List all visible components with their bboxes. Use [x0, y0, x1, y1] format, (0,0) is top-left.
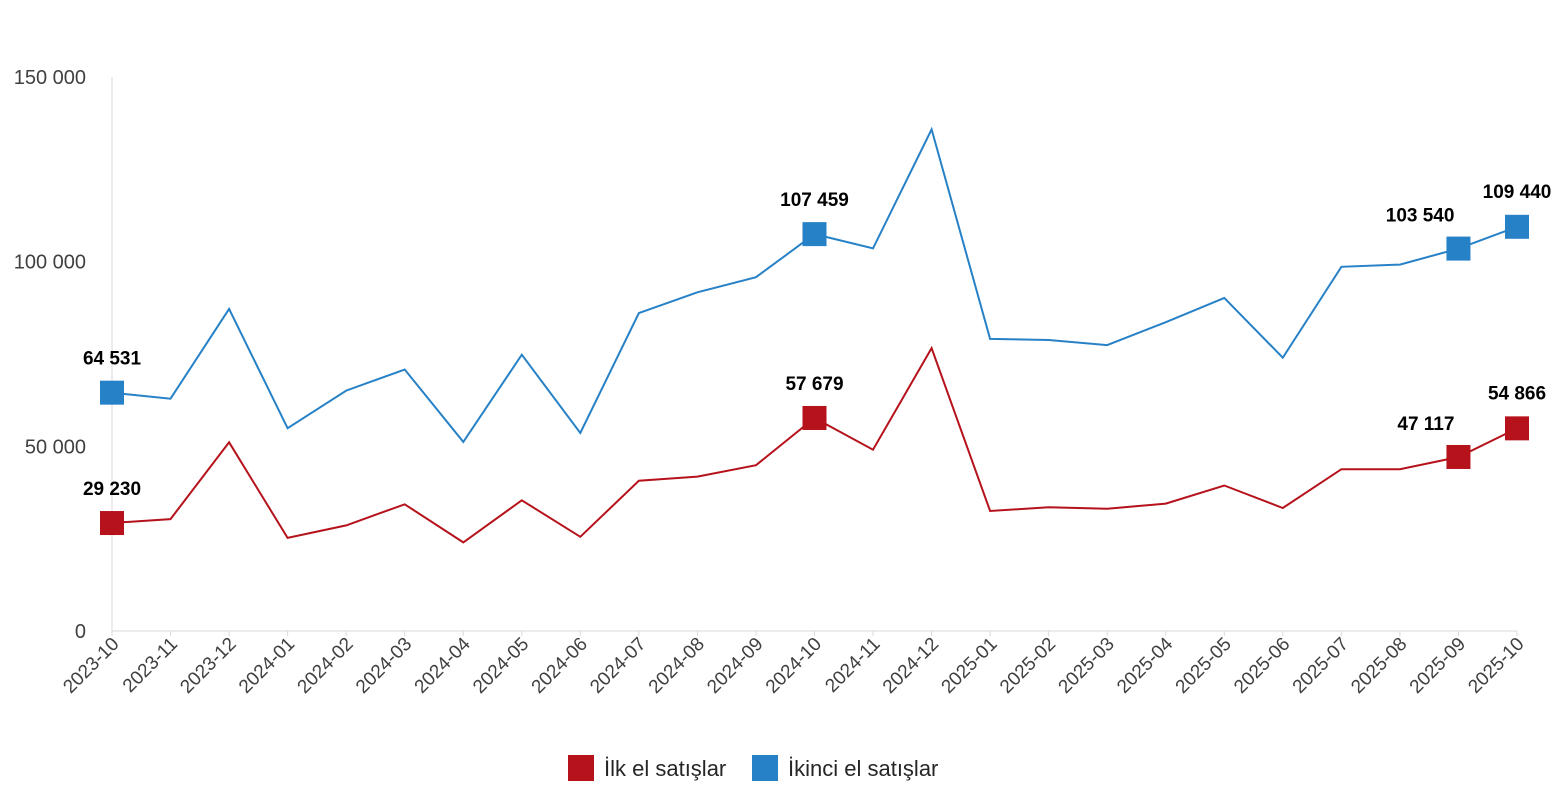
axes: 0 50 000 100 000 150 000 2023-102023-112023-…	[14, 67, 1529, 698]
data-label: 54 866	[1488, 383, 1546, 404]
data-label: 109 440	[1483, 182, 1552, 203]
legend-swatch	[752, 755, 778, 781]
data-label: 47 117	[1397, 414, 1454, 435]
x-tick-label: 2024-11	[821, 634, 884, 697]
x-tick-label: 2025-06	[1230, 634, 1294, 698]
x-tick-label: 2025-02	[996, 634, 1060, 698]
data-label: 107 459	[780, 190, 849, 211]
data-point-marker	[1505, 416, 1529, 441]
legend-label: İkinci el satışlar	[788, 756, 938, 781]
x-tick-label: 2025-05	[1172, 634, 1236, 698]
series-markers	[100, 214, 1529, 536]
data-label: 64 531	[83, 349, 142, 370]
y-tick-label: 50 000	[25, 436, 86, 458]
x-tick-label: 2024-03	[352, 634, 416, 698]
x-tick-label: 2025-08	[1347, 634, 1411, 698]
data-point-marker	[1446, 236, 1471, 261]
data-point-marker	[100, 380, 124, 405]
x-tick-label: 2023-11	[119, 634, 182, 697]
data-labels: 29 230 57 679 47 117 54 866 64 531 107 459 103…	[83, 182, 1551, 500]
x-tick-label: 2023-12	[176, 634, 240, 698]
x-tick-label: 2024-10	[762, 634, 826, 698]
series-line-1	[111, 126, 1518, 444]
data-point-marker	[802, 222, 827, 247]
data-label: 57 679	[785, 374, 843, 395]
x-tick-label: 2024-04	[411, 633, 475, 697]
y-tick-label: 150 000	[14, 67, 86, 89]
x-tick-label: 2025-01	[938, 634, 1002, 698]
legend-label: İlk el satışlar	[604, 756, 726, 781]
data-point-marker	[100, 511, 124, 536]
x-tick-label: 2024-08	[645, 634, 709, 698]
y-tick-label: 0	[75, 621, 86, 643]
x-tick-label: 2025-03	[1055, 634, 1119, 698]
x-tick-label: 2025-04	[1113, 633, 1177, 697]
x-tick-label: 2024-09	[703, 634, 767, 698]
x-tick-label: 2024-02	[294, 634, 358, 698]
x-tick-label: 2024-05	[469, 634, 533, 698]
x-tick-label: 2025-09	[1406, 634, 1470, 698]
x-tick-label: 2025-07	[1289, 634, 1353, 698]
data-point-marker	[1446, 444, 1471, 469]
x-tick-label: 2024-01	[235, 634, 299, 698]
x-tick-label: 2023-10	[59, 634, 123, 698]
legend: İlk el satışlar İkinci el satışlar	[568, 755, 938, 781]
x-tick-label: 2024-12	[879, 634, 943, 698]
data-point-marker	[1505, 214, 1529, 239]
y-tick-label: 100 000	[14, 252, 86, 274]
x-tick-label: 2024-06	[528, 634, 592, 698]
data-point-marker	[802, 405, 827, 430]
legend-swatch	[568, 755, 594, 781]
data-label: 103 540	[1386, 206, 1455, 227]
x-tick-label: 2024-07	[586, 634, 650, 698]
x-tick-label: 2025-10	[1464, 634, 1528, 698]
data-label: 29 230	[83, 479, 141, 500]
